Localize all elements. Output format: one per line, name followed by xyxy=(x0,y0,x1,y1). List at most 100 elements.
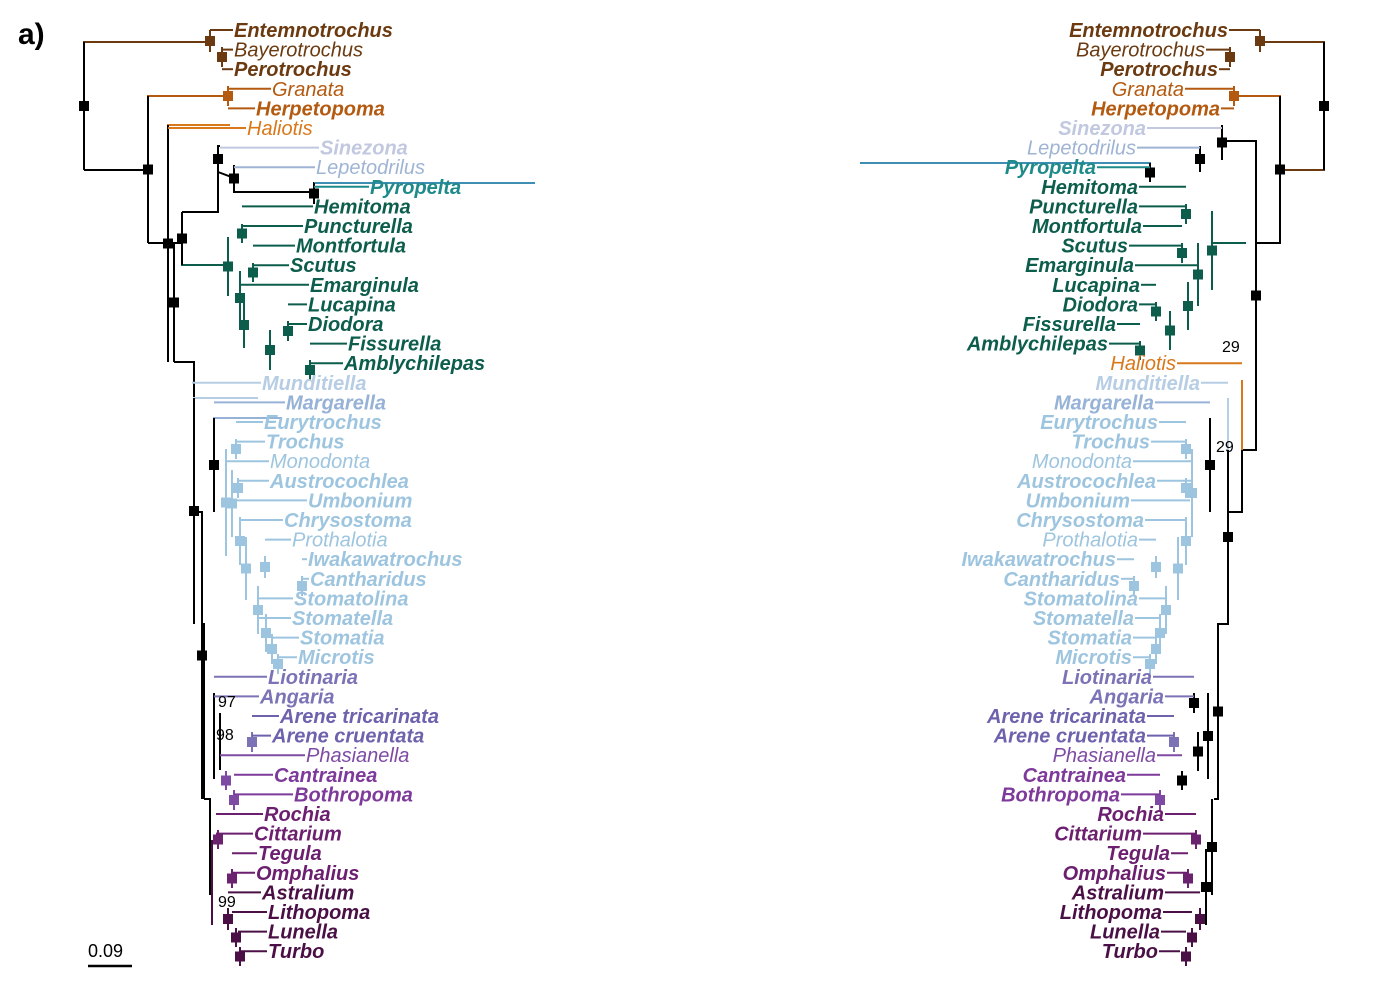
tip-label-munditiella: Munditiella xyxy=(1096,373,1200,395)
tip-label-lunella: Lunella xyxy=(268,922,338,944)
node-marker xyxy=(209,460,219,470)
tip-label-bayerotrochus: Bayerotrochus xyxy=(234,40,363,62)
support-value: 29 xyxy=(1216,439,1234,456)
node-marker xyxy=(1251,290,1261,301)
node-marker xyxy=(143,164,153,175)
node-marker xyxy=(223,261,233,272)
panel-label: a) xyxy=(18,18,45,51)
tip-label-stomatella: Stomatella xyxy=(292,608,393,630)
node-marker xyxy=(79,101,89,111)
tip-label-herpetopoma: Herpetopoma xyxy=(256,98,385,120)
node-marker xyxy=(261,628,271,638)
tip-label-trochus: Trochus xyxy=(266,432,345,454)
node-marker xyxy=(229,173,239,184)
tip-label-angaria: Angaria xyxy=(1089,686,1164,708)
node-marker xyxy=(229,795,239,805)
node-marker xyxy=(169,297,179,308)
tip-label-cantharidus: Cantharidus xyxy=(1003,569,1120,591)
tip-label-diodora: Diodora xyxy=(308,314,384,336)
tip-label-hemitoma: Hemitoma xyxy=(314,196,411,218)
tip-label-trochus: Trochus xyxy=(1071,432,1150,454)
node-marker xyxy=(267,644,277,654)
internal-branch xyxy=(1214,512,1229,800)
tip-label-entemnotrochus: Entemnotrochus xyxy=(1069,20,1228,42)
node-marker xyxy=(221,497,231,508)
tip-label-margarella: Margarella xyxy=(1054,392,1154,414)
tip-label-stomatia: Stomatia xyxy=(300,628,384,650)
internal-branch xyxy=(167,124,230,243)
node-marker xyxy=(1207,842,1217,852)
node-marker xyxy=(217,52,227,62)
node-marker xyxy=(1155,628,1165,638)
tip-label-cittarium: Cittarium xyxy=(254,824,342,846)
node-marker xyxy=(1225,52,1235,62)
tip-label-munditiella: Munditiella xyxy=(262,373,366,395)
node-marker xyxy=(205,36,215,46)
tip-label-bothropoma: Bothropoma xyxy=(294,784,413,806)
tip-label-haliotis: Haliotis xyxy=(1110,353,1176,375)
node-marker xyxy=(189,506,199,516)
tip-label-cantrainea: Cantrainea xyxy=(274,765,377,787)
tip-label-stomatolina: Stomatolina xyxy=(294,588,408,610)
tip-label-lithopoma: Lithopoma xyxy=(1060,902,1162,924)
node-marker xyxy=(231,932,241,943)
node-marker xyxy=(1155,795,1165,805)
tip-label-stomatolina: Stomatolina xyxy=(1024,588,1138,610)
support-value: 97 xyxy=(218,694,236,711)
tip-label-scutus: Scutus xyxy=(1061,236,1128,258)
tip-label-montfortula: Montfortula xyxy=(1032,216,1142,238)
tip-label-arene-cruentata: Arene cruentata xyxy=(271,726,424,748)
tip-label-astralium: Astralium xyxy=(261,882,354,904)
node-marker xyxy=(1165,325,1175,336)
tip-label-pyropelta: Pyropelta xyxy=(1005,157,1096,179)
tip-label-austrocochlea: Austrocochlea xyxy=(269,471,409,493)
tip-label-bothropoma: Bothropoma xyxy=(1001,784,1120,806)
node-marker xyxy=(247,737,257,747)
tip-label-turbo: Turbo xyxy=(1102,941,1158,963)
node-marker xyxy=(227,498,237,509)
node-marker xyxy=(1181,536,1191,546)
tip-label-perotrochus: Perotrochus xyxy=(234,59,352,81)
tip-label-bayerotrochus: Bayerotrochus xyxy=(1076,40,1205,62)
node-marker xyxy=(223,91,233,101)
tip-label-eurytrochus: Eurytrochus xyxy=(1040,412,1158,434)
tip-label-lucapina: Lucapina xyxy=(308,294,396,316)
node-marker xyxy=(223,914,233,924)
tip-label-angaria: Angaria xyxy=(259,686,334,708)
node-marker xyxy=(239,320,249,330)
tip-label-umbonium: Umbonium xyxy=(308,490,412,512)
tip-label-lunella: Lunella xyxy=(1090,922,1160,944)
tip-label-chrysostoma: Chrysostoma xyxy=(1016,510,1144,532)
tip-label-entemnotrochus: Entemnotrochus xyxy=(234,20,393,42)
tip-label-turbo: Turbo xyxy=(268,941,324,963)
node-marker xyxy=(231,444,241,454)
node-marker xyxy=(1181,951,1191,962)
node-marker xyxy=(1151,306,1161,317)
tip-label-microtis: Microtis xyxy=(1055,647,1132,669)
node-marker xyxy=(1187,488,1197,498)
tip-label-stomatella: Stomatella xyxy=(1033,608,1134,630)
tip-label-arene-tricarinata: Arene tricarinata xyxy=(986,706,1146,728)
tip-label-astralium: Astralium xyxy=(1071,882,1164,904)
node-marker xyxy=(1255,36,1265,46)
tip-label-cantrainea: Cantrainea xyxy=(1023,765,1126,787)
tip-label-liotinaria: Liotinaria xyxy=(268,667,358,689)
node-marker xyxy=(1275,164,1285,175)
tip-label-prothalotia: Prothalotia xyxy=(1042,530,1138,552)
scale-bar-label: 0.09 xyxy=(88,941,123,961)
node-marker xyxy=(1189,698,1199,708)
tip-label-stomatia: Stomatia xyxy=(1048,628,1132,650)
node-marker xyxy=(265,345,275,355)
node-marker xyxy=(305,365,315,375)
node-marker xyxy=(1201,882,1211,892)
node-marker xyxy=(1151,644,1161,654)
tip-label-granata: Granata xyxy=(272,79,344,101)
internal-branch xyxy=(181,212,228,266)
tip-label-liotinaria: Liotinaria xyxy=(1062,667,1152,689)
node-marker xyxy=(163,238,173,249)
node-marker xyxy=(227,873,237,884)
node-marker xyxy=(1183,873,1193,884)
tip-label-prothalotia: Prothalotia xyxy=(292,530,388,552)
